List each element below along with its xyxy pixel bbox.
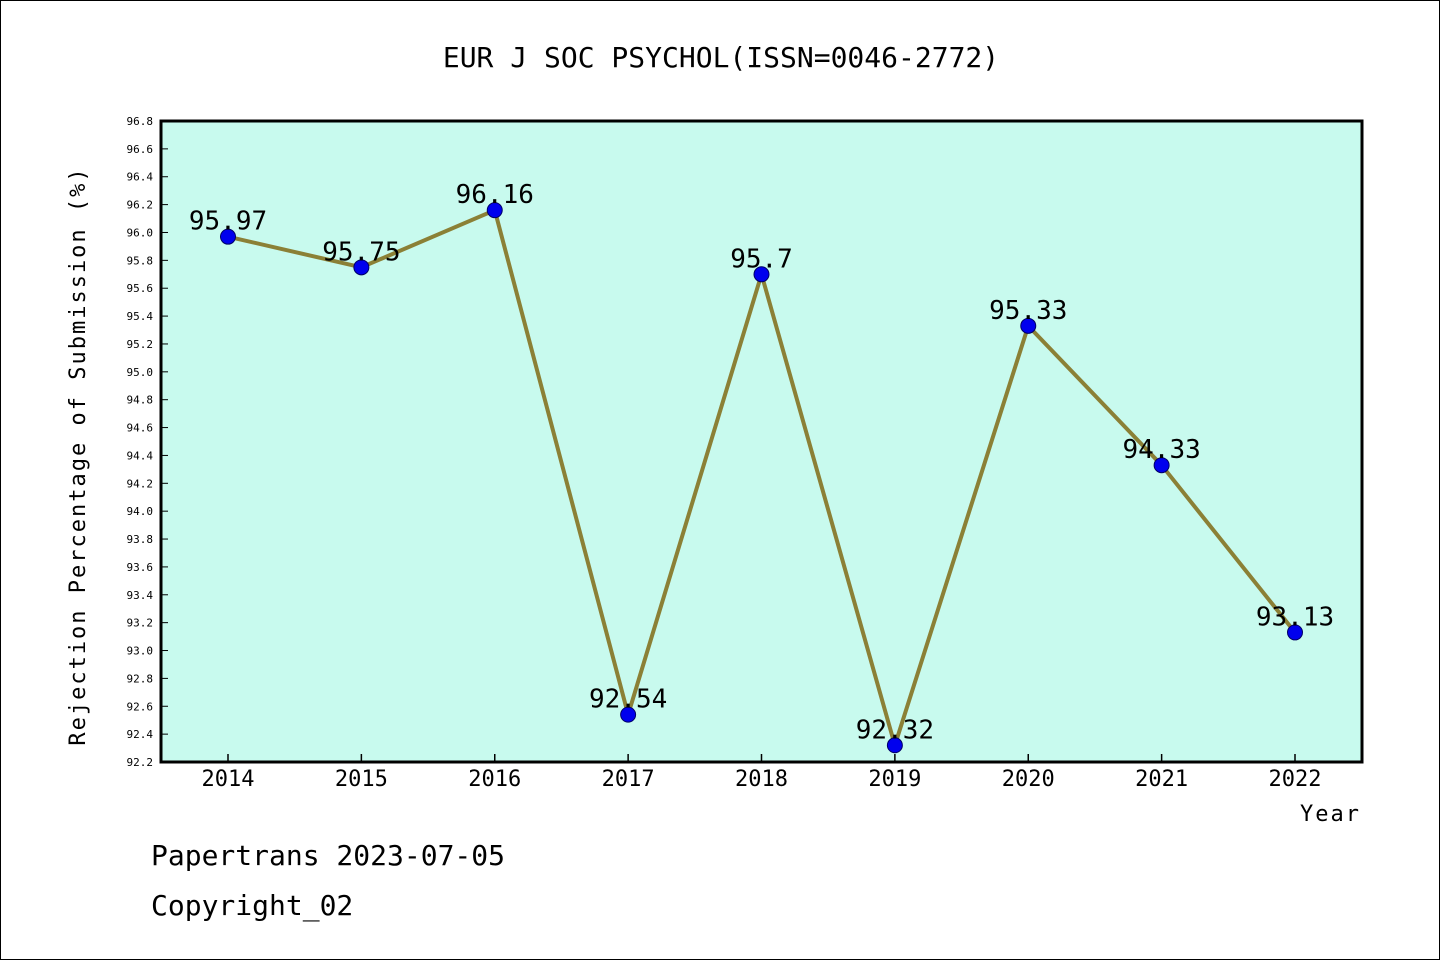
chart-title: EUR J SOC PSYCHOL(ISSN=0046-2772): [443, 41, 999, 74]
data-point: [886, 737, 903, 754]
y-tick-label: 95.8: [127, 254, 154, 267]
data-label: 92.54: [589, 685, 667, 715]
y-tick-label: 93.0: [127, 645, 154, 658]
y-tick-label: 92.6: [127, 700, 154, 713]
data-label: 92.32: [856, 715, 934, 745]
y-tick-label: 94.4: [127, 449, 154, 462]
y-tick-label: 96.4: [127, 171, 154, 184]
y-tick-label: 93.8: [127, 533, 154, 546]
x-tick-label: 2017: [602, 767, 655, 792]
data-point: [220, 228, 236, 245]
data-label: 94.33: [1122, 435, 1200, 465]
data-point: [1153, 457, 1170, 474]
x-tick-label: 2018: [735, 767, 788, 792]
x-tick-label: 2016: [468, 767, 521, 792]
x-tick-label: 2015: [335, 767, 388, 792]
y-tick-label: 93.4: [127, 589, 154, 602]
y-axis: 92.2 92.4 92.6 92.8 93.0 93.2 93.4 93.6 93.8 94.0…: [127, 115, 168, 769]
y-tick-label: 95.0: [127, 366, 154, 379]
footer-copyright: Copyright_02: [151, 889, 353, 923]
y-tick-label: 92.4: [127, 728, 154, 741]
data-point: [1020, 317, 1037, 334]
footer-date: Papertrans 2023-07-05: [151, 839, 505, 872]
data-point: [1287, 624, 1303, 641]
y-tick-label: 94.6: [127, 422, 154, 435]
x-axis: 2014 2015 2016 2017 2018 2019 2020 2021 2022: [202, 754, 1322, 792]
data-label: 95.33: [989, 296, 1067, 326]
x-tick-label: 2021: [1135, 767, 1188, 792]
plot-area: [159, 119, 1364, 764]
y-tick-label: 96.0: [127, 226, 154, 239]
y-tick-label: 96.2: [127, 199, 154, 212]
y-tick-label: 92.8: [127, 672, 154, 685]
data-point: [486, 202, 503, 219]
y-tick-label: 94.2: [127, 477, 154, 490]
y-axis-label: Rejection Percentage of Submission (%): [66, 166, 91, 745]
y-tick-label: 92.2: [127, 756, 154, 769]
y-tick-label: 95.2: [127, 338, 154, 351]
data-label: 93.13: [1256, 602, 1334, 632]
data-point: [753, 266, 770, 283]
x-axis-label: Year: [1300, 802, 1361, 827]
data-label: 96.16: [456, 180, 534, 210]
data-label: 95.75: [322, 237, 400, 267]
series-markers: [220, 202, 1303, 754]
x-tick-label: 2022: [1269, 767, 1322, 792]
y-tick-label: 95.4: [127, 310, 154, 323]
x-tick-label: 2020: [1002, 767, 1055, 792]
y-tick-label: 94.8: [127, 394, 154, 407]
y-tick-label: 93.2: [127, 617, 154, 630]
x-tick-label: 2014: [202, 767, 255, 792]
y-tick-label: 94.0: [127, 505, 154, 518]
data-label: 95.7: [730, 244, 793, 274]
data-labels: 95.97 95.75 96.16 92.54 95.7 92.32 95.33 94.33 9…: [189, 180, 1334, 745]
y-tick-label: 96.8: [127, 115, 154, 128]
data-point: [620, 706, 637, 723]
data-label: 95.97: [189, 207, 267, 237]
data-point: [353, 259, 370, 276]
y-tick-label: 95.6: [127, 282, 154, 295]
x-tick-label: 2019: [868, 767, 921, 792]
y-tick-label: 96.6: [127, 143, 154, 156]
y-tick-label: 93.6: [127, 561, 154, 574]
